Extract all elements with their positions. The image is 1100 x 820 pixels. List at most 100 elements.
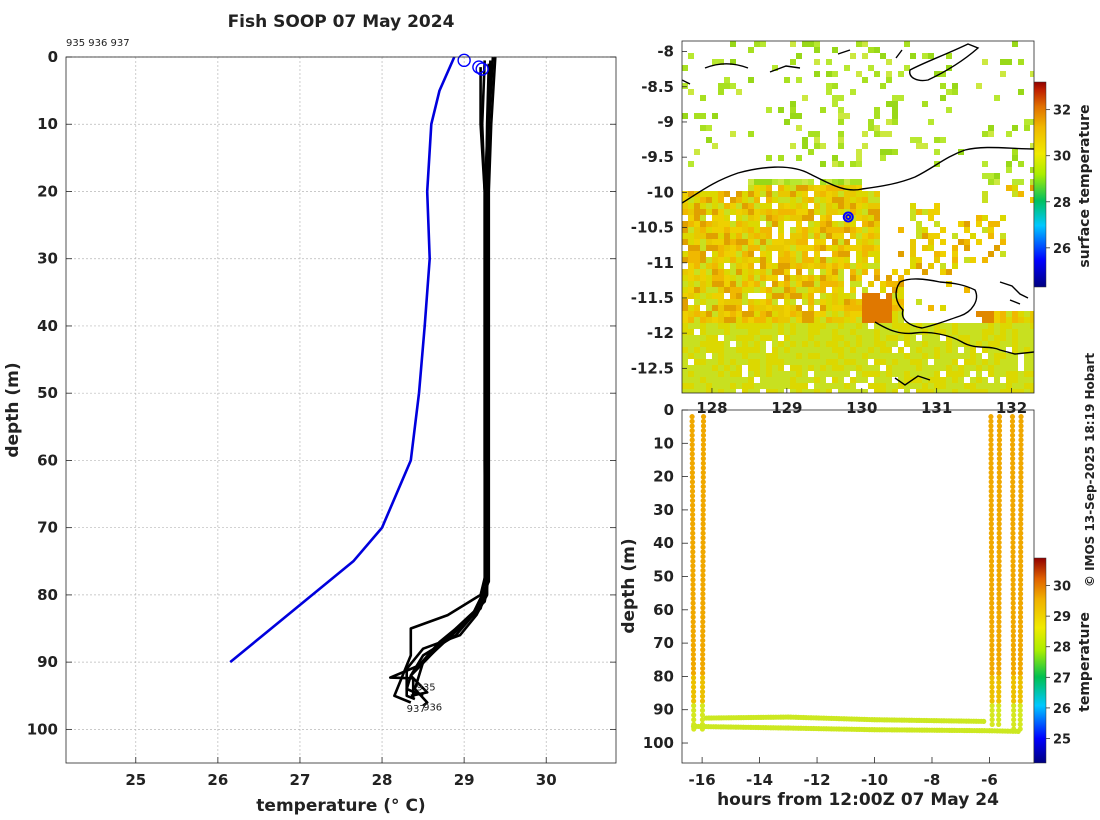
sst-cell (748, 215, 754, 221)
sst-cell (796, 227, 802, 233)
sst-cell (922, 347, 928, 353)
sst-cell (862, 251, 868, 257)
sst-cell (766, 365, 772, 371)
sst-cell (994, 311, 1000, 317)
map-lat-label: -12 (647, 324, 674, 342)
sst-cell (820, 203, 826, 209)
sst-cell (784, 275, 790, 281)
sst-cell (832, 275, 838, 281)
station-marker (842, 211, 854, 223)
temperature-point (1018, 488, 1024, 494)
sst-cell (838, 323, 844, 329)
sst-cell (802, 287, 808, 293)
sst-cell (712, 299, 718, 305)
sst-cell (808, 305, 814, 311)
map-lat-label: -12.5 (631, 359, 674, 377)
sst-cell (844, 263, 850, 269)
temperature-point (996, 567, 1002, 574)
sst-cell (928, 335, 934, 341)
sst-cell (718, 239, 724, 245)
sst-cell (712, 275, 718, 281)
sst-cell (1030, 179, 1034, 185)
temperature-point (700, 558, 706, 564)
temperature-point (996, 456, 1002, 462)
sst-cell (742, 383, 748, 389)
sst-cell (874, 239, 880, 245)
temperature-point (690, 516, 696, 522)
sst-cell (730, 389, 736, 393)
sst-cell (772, 317, 778, 323)
sst-cell (748, 263, 754, 269)
sst-cell (700, 323, 706, 329)
sst-cell (706, 305, 712, 311)
sst-cell (736, 377, 742, 383)
sst-cell (766, 233, 772, 239)
temperature-point (989, 595, 995, 602)
sst-cell (682, 359, 688, 365)
sst-cell (802, 215, 808, 221)
scatter-x-tick-label: -16 (689, 771, 716, 789)
temperature-point (1018, 479, 1024, 485)
sst-cell (748, 341, 754, 347)
sst-cell (838, 113, 844, 119)
sst-cell (796, 221, 802, 227)
sst-colorbar-tick-label: 30 (1053, 150, 1071, 165)
sst-cell (1018, 179, 1024, 185)
sst-cell (730, 383, 736, 389)
sst-cell (982, 341, 988, 347)
sst-cell (790, 59, 796, 65)
sst-cell (976, 329, 982, 335)
sst-cell (934, 335, 940, 341)
sst-cell (736, 299, 742, 305)
temperature-point (989, 698, 995, 704)
temperature-point (700, 432, 707, 438)
temperature-point (690, 637, 696, 644)
sst-cell (688, 293, 694, 299)
sst-cell (748, 251, 754, 257)
sst-cell (1024, 119, 1030, 125)
sst-cell (838, 341, 844, 347)
temperature-point (1017, 605, 1024, 611)
sst-cell (772, 293, 778, 299)
sst-cell (718, 251, 724, 257)
temperature-point (996, 530, 1002, 536)
sst-cell (796, 197, 802, 203)
sst-cell (1012, 383, 1018, 389)
y-tick-label: 60 (37, 451, 58, 469)
sst-cell (886, 359, 892, 365)
sst-cell (724, 191, 730, 197)
temperature-point (1017, 633, 1024, 639)
sst-cell (994, 245, 1000, 251)
sst-cell (706, 383, 712, 389)
sst-cell (790, 185, 796, 191)
sst-cell (688, 389, 694, 393)
temperature-point (996, 623, 1002, 630)
sst-cell (814, 41, 820, 47)
temperature-point (1017, 661, 1023, 667)
sst-cell (862, 389, 868, 393)
sst-cell (790, 293, 796, 299)
sst-cell (994, 173, 1000, 179)
sst-cell (1018, 347, 1024, 353)
temperature-point (996, 712, 1002, 718)
sst-cell (922, 269, 928, 275)
sst-cell (820, 239, 826, 245)
sst-cell (796, 287, 802, 293)
sst-cell (766, 305, 772, 311)
sst-cell (988, 323, 994, 329)
sst-cell (880, 383, 886, 389)
sst-cell (694, 359, 700, 365)
sst-cell (724, 377, 730, 383)
temperature-point (988, 516, 994, 522)
temperature-point (1011, 698, 1017, 704)
sst-cell (682, 329, 688, 335)
temperature-point (700, 470, 706, 476)
sst-cell (760, 347, 766, 353)
temperature-point (690, 670, 697, 676)
sst-cell (742, 317, 748, 323)
sst-cell (832, 299, 838, 305)
sst-cell (766, 257, 772, 263)
sst-cell (724, 215, 730, 221)
temperature-point (690, 633, 696, 639)
temperature-point (689, 437, 695, 443)
